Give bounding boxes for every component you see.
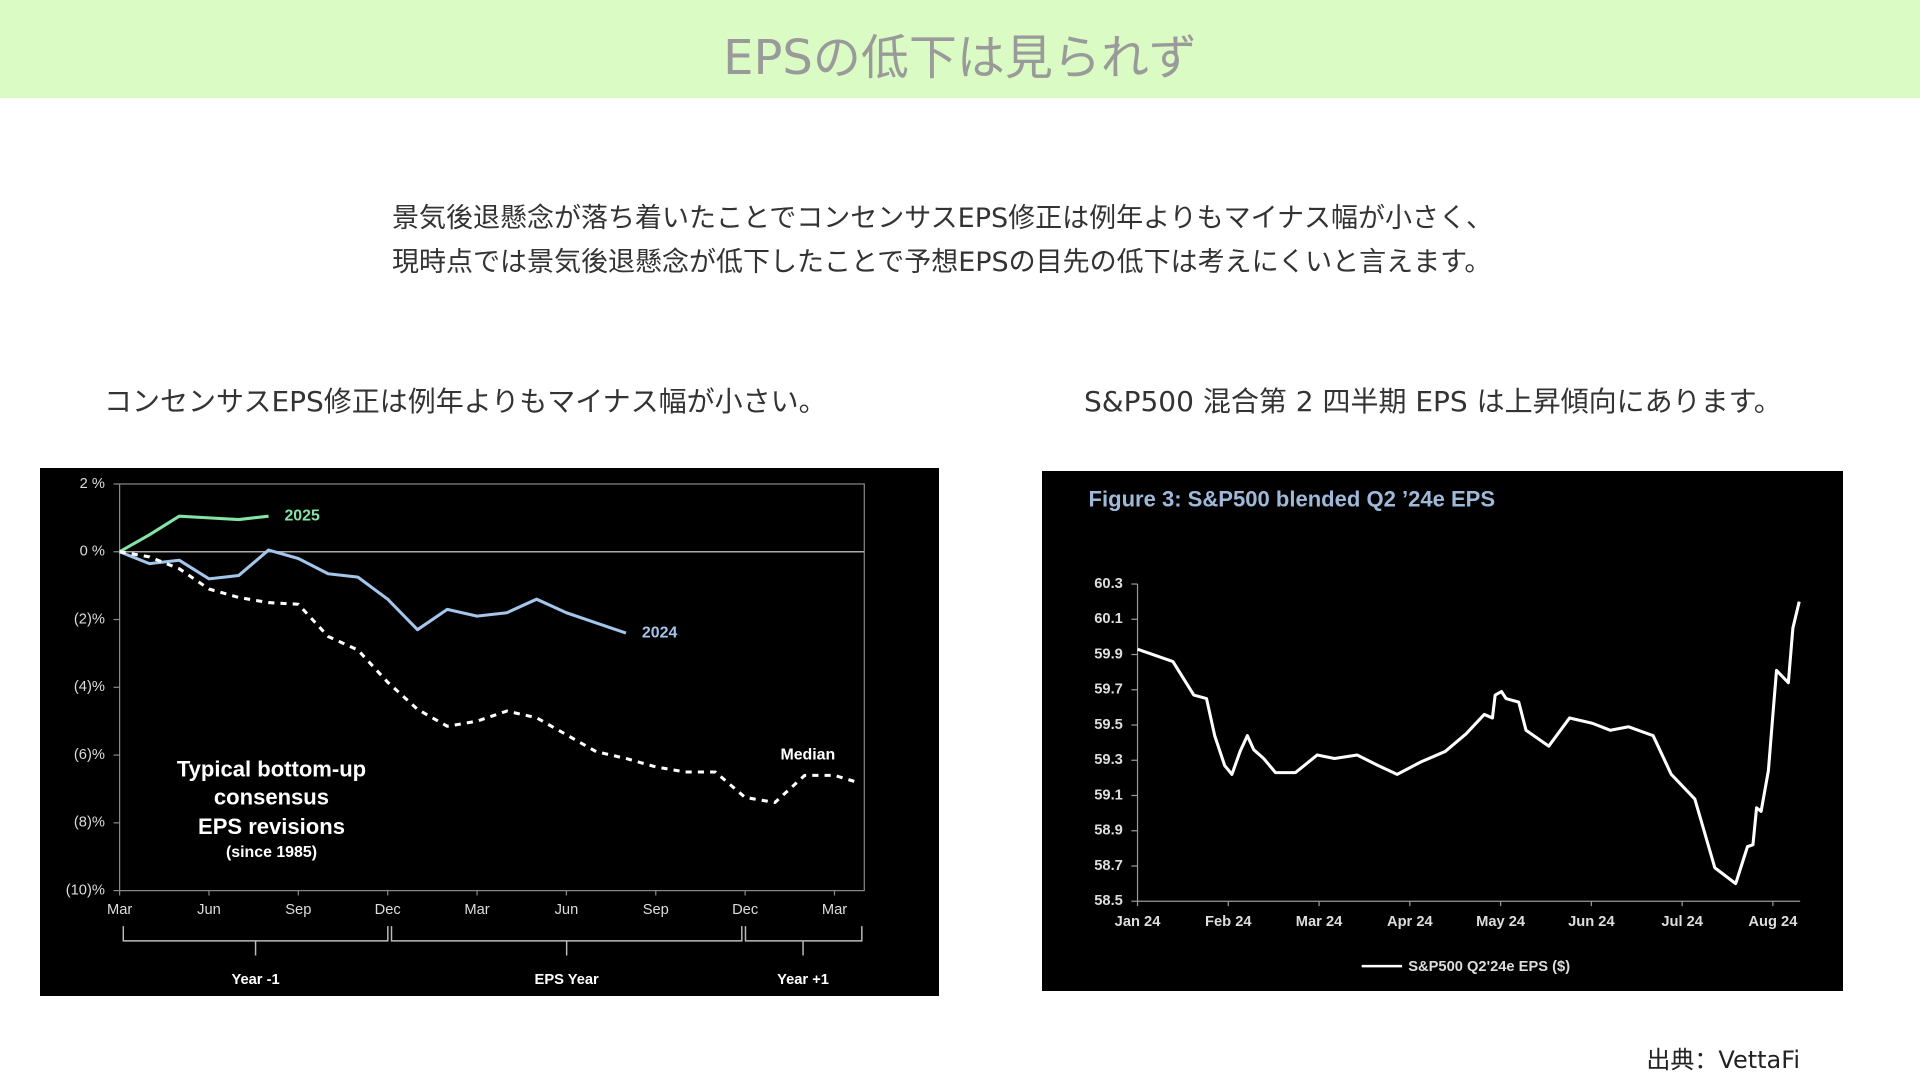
y-tick-label: (6)% — [74, 747, 105, 763]
x-tick-label: May 24 — [1476, 914, 1526, 930]
chart-caption: コンセンサスEPS修正は例年よりもマイナス幅が小さい。 — [104, 385, 827, 418]
x-tick-label: Mar — [107, 902, 132, 918]
x-tick-label: Sep — [285, 902, 311, 918]
annotation: (since 1985) — [226, 844, 317, 861]
page-title: EPSの低下は見られず — [723, 30, 1197, 86]
series-label: 2024 — [642, 624, 678, 641]
y-tick-label: 59.7 — [1094, 682, 1123, 698]
annotation: EPS revisions — [198, 814, 345, 839]
y-tick-label: 58.9 — [1094, 823, 1123, 839]
x-tick-label: Mar — [822, 902, 847, 918]
y-tick-label: 59.1 — [1094, 787, 1123, 803]
chart: 2 %0 %(2)%(4)%(6)%(8)%(10)%Mar Jun Sep Dec M… — [40, 468, 939, 996]
series-line — [119, 550, 858, 805]
chart-title: Figure 3: S&P500 blended Q2 ’24e EPS — [1089, 487, 1496, 512]
x-tick-label: Jun — [197, 902, 221, 918]
x-tick-label: Mar 24 — [1296, 914, 1343, 930]
period-bracket — [122, 926, 389, 956]
x-tick-label: Dec — [375, 902, 401, 918]
annotation: Typical bottom-up — [177, 756, 366, 781]
source: 出典：VettaFi — [1646, 1046, 1800, 1074]
period-label: Year +1 — [777, 972, 829, 988]
x-tick-label: Sep — [643, 902, 669, 918]
y-tick-label: 60.3 — [1094, 576, 1123, 592]
y-tick-label: 2 % — [80, 476, 105, 492]
header-band — [0, 0, 1920, 98]
series-label: Median — [780, 746, 835, 763]
y-tick-label: 58.7 — [1094, 858, 1123, 874]
x-tick-label: Jun — [555, 902, 579, 918]
y-tick-label: 59.5 — [1094, 717, 1123, 733]
y-tick-label: 58.5 — [1094, 893, 1123, 909]
x-tick-label: Dec — [732, 902, 758, 918]
period-label: Year -1 — [231, 972, 279, 988]
body-text: 景気後退懸念が落ち着いたことでコンセンサスEPS修正は例年よりもマイナス幅が小さ… — [392, 203, 1494, 234]
x-tick-label: Feb 24 — [1205, 914, 1252, 930]
annotation: consensus — [214, 785, 329, 810]
body-text: 現時点では景気後退懸念が低下したことで予想EPSの目先の低下は考えにくいと言えま… — [392, 247, 1492, 278]
legend-label: S&P500 Q2'24e EPS ($) — [1408, 959, 1570, 975]
series-line — [1137, 601, 1801, 886]
x-tick-label: Jun 24 — [1568, 914, 1615, 930]
y-tick-label: 59.3 — [1094, 752, 1123, 768]
x-tick-label: Apr 24 — [1387, 914, 1434, 930]
y-tick-label: 60.1 — [1094, 611, 1123, 627]
y-tick-label: (4)% — [74, 679, 105, 695]
chart: 58.5 58.7 58.9 59.1 59.3 59.5 59.7 59.9 60.1 60.3… — [1042, 471, 1843, 991]
y-tick-label: (8)% — [74, 815, 105, 831]
period-bracket — [390, 926, 743, 956]
x-tick-label: Jul 24 — [1661, 914, 1703, 930]
series-label: 2025 — [284, 507, 320, 524]
y-tick-label: 59.9 — [1094, 646, 1123, 662]
series-line — [119, 548, 627, 635]
y-tick-label: (10)% — [66, 882, 105, 898]
period-bracket — [744, 926, 863, 956]
chart-caption: S&P500 混合第 2 四半期 EPS は上昇傾向にあります。 — [1084, 385, 1782, 418]
series-line — [118, 514, 269, 554]
x-tick-label: Jan 24 — [1115, 914, 1162, 930]
y-tick-label: 0 % — [80, 544, 105, 560]
x-tick-label: Mar — [464, 902, 489, 918]
x-tick-label: Aug 24 — [1748, 914, 1798, 930]
period-label: EPS Year — [535, 972, 600, 988]
y-tick-label: (2)% — [74, 611, 105, 627]
